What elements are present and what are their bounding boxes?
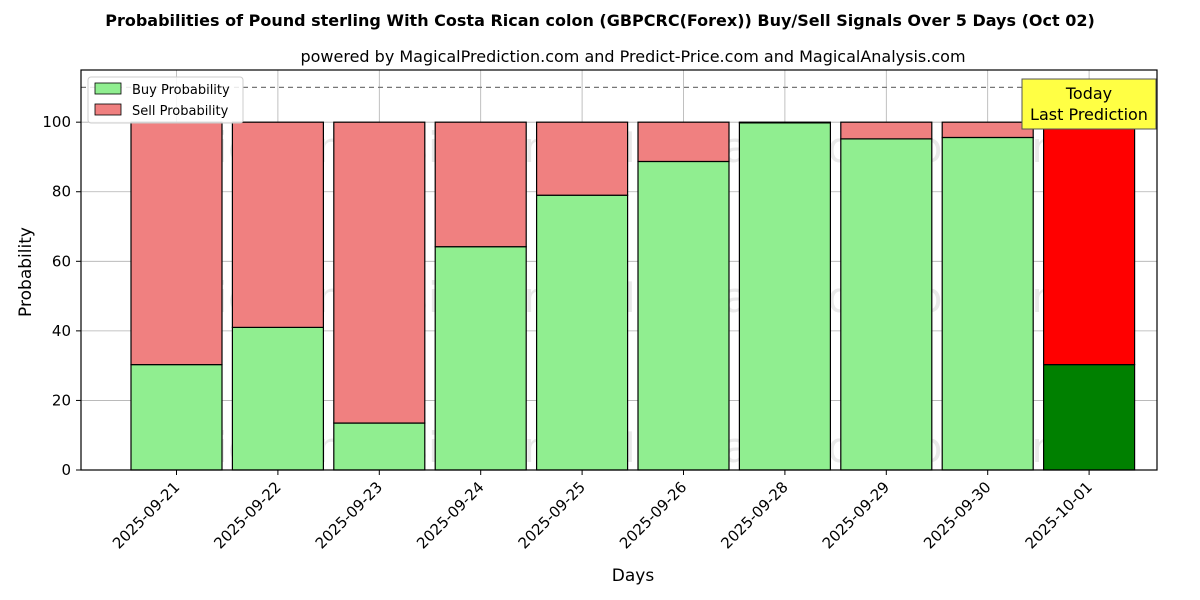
last-prediction-label: Last Prediction [1030,105,1148,124]
bar-buy [333,422,426,471]
y-axis-label: Probability [16,227,36,317]
today-annotation: Today Last Prediction [1021,78,1157,130]
x-tick-label: 2025-09-25 [515,478,589,552]
bar-buy [840,138,933,471]
legend-label-sell: Sell Probability [132,104,229,119]
x-tick-label: 2025-09-23 [312,478,386,552]
bar-sell [130,121,223,366]
bar-sell [1042,121,1136,366]
today-box-frame [1021,78,1157,130]
x-tick-label: 2025-09-30 [920,478,994,552]
bar-sell [434,121,527,248]
bar-buy [637,160,730,471]
y-tick-label: 60 [52,252,71,270]
bar-buy [231,326,324,471]
y-tick-label: 100 [42,113,71,131]
chart-title: Probabilities of Pound sterling With Cos… [105,11,1095,30]
bar-buy [738,122,832,471]
bar-buy [535,194,629,471]
x-tick-label: 2025-09-24 [413,478,487,552]
legend-swatch-buy [94,82,122,95]
bar-sell [840,121,933,140]
legend-label-buy: Buy Probability [132,83,230,98]
plot-frame [80,69,1158,471]
bar-buy [1042,364,1136,471]
bar-buy [130,364,223,471]
x-tick-label: 2025-09-28 [717,478,791,552]
bar-sell [637,121,730,163]
x-tick-label: 2025-09-22 [210,478,284,552]
bars [130,121,1136,471]
x-axis-label: Days [612,566,655,586]
x-tick-label: 2025-09-26 [616,478,690,552]
x-tick-label: 2025-09-21 [109,478,183,552]
bar-sell [333,121,426,424]
y-tick-label: 20 [52,391,71,409]
bar-sell [231,121,324,328]
bar-sell [738,121,832,124]
bar-buy [941,136,1034,471]
legend-frame [87,76,244,124]
y-tick-label: 80 [52,183,71,201]
bar-sell [941,121,1034,139]
today-label: Today [1065,84,1112,103]
x-tick-label: 2025-09-29 [819,478,893,552]
y-tick-label: 0 [61,461,71,479]
legend-swatch-sell [94,103,122,116]
bar-buy [434,246,527,471]
x-tick-label: 2025-10-01 [1022,478,1096,552]
y-tick-label: 40 [52,322,71,340]
legend: Buy Probability Sell Probability [87,76,244,124]
chart-subtitle: powered by MagicalPrediction.com and Pre… [300,47,965,66]
bar-sell [535,121,629,196]
